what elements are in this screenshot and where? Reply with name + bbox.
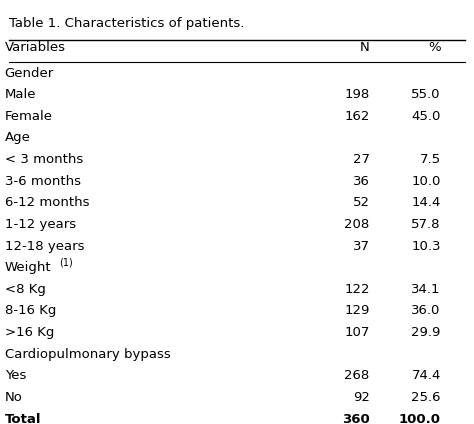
Text: 162: 162	[344, 110, 370, 123]
Text: 37: 37	[353, 240, 370, 253]
Text: Total: Total	[5, 413, 41, 424]
Text: Gender: Gender	[5, 67, 54, 80]
Text: 36: 36	[353, 175, 370, 188]
Text: >16 Kg: >16 Kg	[5, 326, 54, 339]
Text: 92: 92	[353, 391, 370, 404]
Text: 27: 27	[353, 153, 370, 166]
Text: Weight: Weight	[5, 261, 51, 274]
Text: 55.0: 55.0	[411, 88, 441, 101]
Text: 198: 198	[345, 88, 370, 101]
Text: Male: Male	[5, 88, 36, 101]
Text: 7.5: 7.5	[419, 153, 441, 166]
Text: Variables: Variables	[5, 41, 66, 54]
Text: 34.1: 34.1	[411, 283, 441, 296]
Text: 74.4: 74.4	[411, 369, 441, 382]
Text: <8 Kg: <8 Kg	[5, 283, 46, 296]
Text: 45.0: 45.0	[411, 110, 441, 123]
Text: 36.0: 36.0	[411, 304, 441, 318]
Text: 10.3: 10.3	[411, 240, 441, 253]
Text: < 3 months: < 3 months	[5, 153, 83, 166]
Text: Cardiopulmonary bypass: Cardiopulmonary bypass	[5, 348, 171, 361]
Text: 12-18 years: 12-18 years	[5, 240, 84, 253]
Text: 52: 52	[353, 196, 370, 209]
Text: 25.6: 25.6	[411, 391, 441, 404]
Text: 107: 107	[344, 326, 370, 339]
Text: Table 1. Characteristics of patients.: Table 1. Characteristics of patients.	[9, 17, 245, 30]
Text: 29.9: 29.9	[411, 326, 441, 339]
Text: 1-12 years: 1-12 years	[5, 218, 76, 231]
Text: (1): (1)	[59, 258, 73, 268]
Text: 6-12 months: 6-12 months	[5, 196, 89, 209]
Text: 100.0: 100.0	[399, 413, 441, 424]
Text: 268: 268	[345, 369, 370, 382]
Text: Age: Age	[5, 131, 31, 145]
Text: 8-16 Kg: 8-16 Kg	[5, 304, 56, 318]
Text: Female: Female	[5, 110, 53, 123]
Text: %: %	[428, 41, 441, 54]
Text: N: N	[360, 41, 370, 54]
Text: No: No	[5, 391, 23, 404]
Text: 10.0: 10.0	[411, 175, 441, 188]
Text: 122: 122	[344, 283, 370, 296]
Text: 3-6 months: 3-6 months	[5, 175, 81, 188]
Text: 129: 129	[344, 304, 370, 318]
Text: 208: 208	[345, 218, 370, 231]
Text: 360: 360	[342, 413, 370, 424]
Text: Yes: Yes	[5, 369, 26, 382]
Text: 57.8: 57.8	[411, 218, 441, 231]
Text: 14.4: 14.4	[411, 196, 441, 209]
